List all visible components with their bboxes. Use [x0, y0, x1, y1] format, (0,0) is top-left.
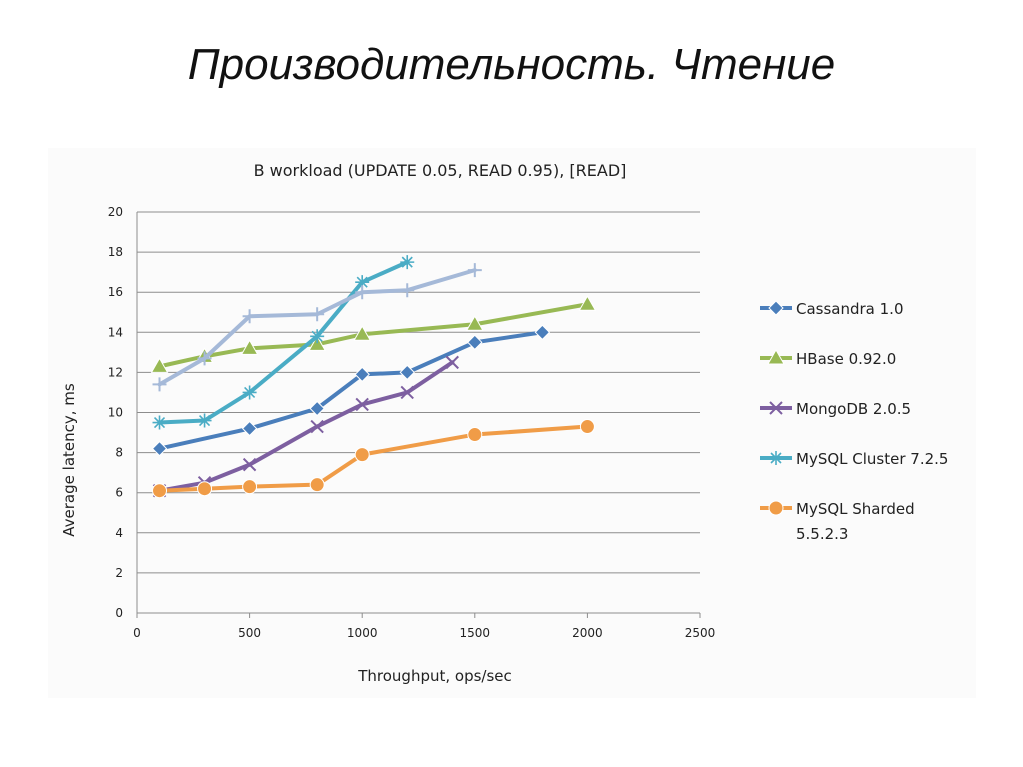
y-tick-label: 16 — [108, 285, 123, 299]
y-tick-label: 20 — [108, 205, 123, 219]
chart-panel: B workload (UPDATE 0.05, READ 0.95), [RE… — [48, 148, 976, 698]
legend-marker — [769, 451, 783, 465]
data-point — [152, 483, 168, 499]
data-point — [197, 481, 213, 497]
y-tick-label: 4 — [115, 526, 123, 540]
data-point — [197, 351, 212, 366]
data-point — [242, 479, 258, 495]
legend-item: Cassandra 1.0 — [760, 300, 904, 318]
data-point — [355, 285, 370, 300]
series-4 — [152, 263, 482, 392]
axes: 0 2 4 6 8 10 12 14 16 18 20 0 500 1000 1500 2000 2500 — [108, 205, 716, 640]
data-point — [152, 377, 167, 392]
data-point — [309, 400, 325, 417]
legend-label: HBase 0.92.0 — [796, 350, 896, 368]
legend-label: 5.5.2.3 — [796, 525, 848, 543]
data-point — [197, 413, 212, 428]
data-point — [354, 366, 370, 383]
legend-marker — [768, 500, 784, 516]
data-point — [150, 357, 169, 373]
series-2 — [152, 355, 459, 498]
data-point — [400, 255, 415, 270]
legend-label: Cassandra 1.0 — [796, 300, 904, 318]
x-tick-label: 2000 — [572, 626, 603, 640]
data-point — [400, 385, 414, 400]
series-line — [157, 330, 545, 451]
data-point — [465, 315, 484, 331]
data-point — [241, 420, 258, 437]
data-point — [467, 427, 483, 443]
x-tick-label: 1000 — [347, 626, 378, 640]
data-point — [579, 419, 595, 435]
x-tick-label: 500 — [238, 626, 261, 640]
data-point — [310, 329, 325, 344]
data-point — [242, 385, 257, 400]
data-point — [309, 477, 325, 493]
chart-title: B workload (UPDATE 0.05, READ 0.95), [RE… — [254, 161, 627, 180]
y-axis-label: Average latency, ms — [60, 383, 78, 537]
data-point — [152, 415, 167, 430]
series-line — [157, 360, 455, 493]
series — [150, 255, 597, 499]
data-point — [578, 295, 597, 311]
data-point — [240, 339, 259, 355]
data-point — [242, 309, 257, 324]
legend-item: HBase 0.92.0 — [760, 348, 896, 368]
data-point — [355, 397, 369, 412]
legend-marker — [767, 348, 785, 365]
legend-item: MongoDB 2.0.5 — [760, 400, 911, 418]
legend-label: MySQL Cluster 7.2.5 — [796, 450, 948, 468]
data-point — [355, 275, 370, 290]
data-point — [467, 334, 483, 351]
data-point — [467, 263, 482, 278]
y-tick-label: 14 — [108, 325, 123, 339]
y-tick-label: 2 — [115, 566, 123, 580]
y-tick-label: 8 — [115, 446, 123, 460]
data-point — [534, 324, 551, 341]
y-tick-label: 18 — [108, 245, 123, 259]
series-0 — [151, 324, 551, 457]
legend: Cassandra 1.0 HBase 0.92.0 MongoDB 2.0.5 My… — [760, 300, 948, 543]
data-point — [399, 364, 415, 381]
x-tick-label: 1500 — [460, 626, 491, 640]
x-axis-label: Throughput, ops/sec — [357, 667, 512, 685]
legend-marker — [768, 300, 784, 316]
chart: B workload (UPDATE 0.05, READ 0.95), [RE… — [60, 161, 948, 685]
series-3 — [152, 255, 415, 430]
y-tick-label: 6 — [115, 486, 123, 500]
x-tick-label: 0 — [133, 626, 141, 640]
data-point — [353, 325, 372, 341]
x-tick-label: 2500 — [685, 626, 716, 640]
y-tick-label: 10 — [108, 406, 123, 420]
legend-item: MySQL Cluster 7.2.5 — [760, 450, 948, 468]
y-tick-label: 0 — [115, 606, 123, 620]
legend-label: MongoDB 2.0.5 — [796, 400, 911, 418]
data-point — [400, 283, 415, 298]
slide-title: Производительность. Чтение — [187, 40, 836, 89]
y-tick-label: 12 — [108, 365, 123, 379]
grid — [137, 211, 700, 614]
data-point — [151, 440, 168, 457]
data-point — [242, 457, 257, 472]
legend-item: MySQL Sharded 5.5.2.3 — [760, 500, 915, 543]
legend-label: MySQL Sharded — [796, 500, 915, 518]
data-point — [354, 447, 370, 463]
data-point — [308, 335, 327, 351]
data-point — [310, 307, 325, 322]
data-point — [310, 419, 324, 434]
legend-marker — [769, 401, 783, 415]
data-point — [445, 355, 459, 370]
series-line — [157, 260, 410, 425]
series-5 — [152, 419, 595, 499]
